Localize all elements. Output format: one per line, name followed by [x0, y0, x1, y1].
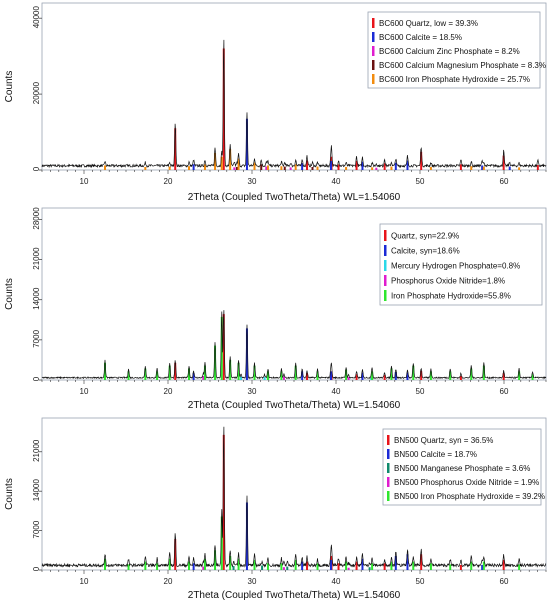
legend-label: Iron Phosphate Hydroxide=55.8%: [391, 292, 511, 301]
legend: Quartz, syn=22.9% Calcite, syn=18.6% Mercu…: [379, 223, 543, 306]
y-tick-label: 0: [32, 166, 41, 171]
x-tick-label: 60: [500, 177, 509, 186]
y-tick-label: 0: [32, 566, 41, 571]
series-1: [192, 118, 511, 170]
y-tick-label: 14000: [32, 479, 41, 502]
x-tick-label: 40: [332, 387, 341, 396]
series-2: [232, 565, 371, 570]
legend-swatch: [384, 260, 387, 271]
legend-swatch: [387, 477, 390, 487]
legend-swatch: [387, 449, 390, 459]
legend-swatch: [384, 290, 387, 301]
legend-label: BC600 Calcite = 18.5%: [379, 33, 462, 42]
y-axis-title: Counts: [4, 278, 15, 310]
legend-box: [379, 223, 543, 306]
legend-label: BN500 Manganese Phosphate = 3.6%: [394, 464, 530, 473]
legend-swatch: [387, 491, 390, 501]
legend-label: BC600 Calcium Magnesium Phosphate = 8.3%: [379, 61, 546, 70]
x-tick-label: 50: [416, 577, 425, 586]
series-4: [104, 516, 521, 570]
series-3: [235, 164, 314, 170]
series-3: [202, 375, 350, 380]
y-axis-title: Counts: [4, 71, 15, 103]
legend: BN500 Quartz, syn = 36.5% BN500 Calcite =…: [382, 428, 545, 506]
diffraction-trace: [41, 310, 547, 380]
x-axis-title: 2Theta (Coupled TwoTheta/Theta) WL=1.540…: [188, 400, 401, 411]
x-tick-label: 50: [416, 177, 425, 186]
legend-label: Quartz, syn=22.9%: [391, 232, 459, 241]
x-tick-label: 50: [416, 387, 425, 396]
legend-label: BN500 Calcite = 18.7%: [394, 450, 477, 459]
series-3: [202, 566, 350, 570]
legend-label: Phosphorus Oxide Nitride=1.8%: [391, 277, 505, 286]
series-4: [104, 316, 534, 380]
y-tick-label: 40000: [32, 6, 41, 29]
x-tick-label: 10: [80, 177, 89, 186]
series-2: [233, 166, 378, 170]
y-tick-label: 7000: [32, 520, 41, 538]
legend-swatch: [372, 32, 375, 42]
legend-box: [382, 428, 542, 506]
x-tick-label: 60: [500, 577, 509, 586]
legend-label: Calcite, syn=18.6%: [391, 247, 460, 256]
series-4: [104, 149, 521, 170]
series-1: [192, 502, 484, 570]
legend-swatch: [384, 230, 387, 241]
x-tick-label: 20: [164, 577, 173, 586]
x-tick-label: 20: [164, 387, 173, 396]
legend-swatch: [372, 74, 375, 84]
y-tick-label: 21000: [32, 247, 41, 270]
panel-top: 0 20000 40000 10 20 30 40 50 60 2Theta (Coupled T…: [4, 2, 547, 203]
y-tick-label: 7000: [32, 329, 41, 347]
legend-swatch: [372, 60, 375, 70]
legend-label: BN500 Iron Phosphate Hydroxide = 39.2%: [394, 492, 545, 501]
legend-label: BC600 Calcium Zinc Phosphate = 8.2%: [379, 47, 520, 56]
x-tick-label: 40: [332, 577, 341, 586]
x-tick-label: 30: [248, 387, 257, 396]
x-tick-label: 10: [80, 577, 89, 586]
x-tick-label: 20: [164, 177, 173, 186]
legend-swatch: [384, 245, 387, 256]
x-tick-label: 30: [248, 177, 257, 186]
legend-box: [367, 11, 541, 89]
diffraction-trace: [41, 39, 547, 169]
y-tick-label: 0: [32, 376, 41, 381]
x-tick-label: 40: [332, 177, 341, 186]
panel-bottom: 0 7000 14000 21000 10 20 30 40 50 60 2Theta (Coupl…: [4, 417, 547, 601]
x-tick-label: 10: [80, 387, 89, 396]
x-axis-title: 2Theta (Coupled TwoTheta/Theta) WL=1.540…: [188, 192, 401, 203]
legend-swatch: [372, 18, 375, 28]
legend-label: BC600 Iron Phosphate Hydroxide = 25.7%: [379, 75, 530, 84]
diffraction-trace: [41, 426, 547, 569]
x-axis-title: 2Theta (Coupled TwoTheta/Theta) WL=1.540…: [188, 590, 401, 601]
panel-middle: 0 7000 14000 21000 28000 10 20 30 40 50 60 2Theta (…: [4, 207, 547, 411]
legend-label: BC600 Quartz, low = 39.3%: [379, 19, 478, 28]
series-1: [192, 328, 409, 380]
legend-label: BN500 Phosphorus Oxide Nitride = 1.9%: [394, 478, 539, 487]
legend-swatch: [387, 435, 390, 445]
legend-label: BN500 Quartz, syn = 36.5%: [394, 436, 493, 445]
series-0: [174, 434, 505, 570]
y-tick-label: 20000: [32, 81, 41, 104]
y-axis-title: Counts: [4, 478, 15, 510]
x-tick-label: 60: [500, 387, 509, 396]
legend: BC600 Quartz, low = 39.3% BC600 Calcite =…: [367, 11, 546, 89]
y-tick-label: 21000: [32, 439, 41, 462]
legend-swatch: [372, 46, 375, 56]
y-tick-label: 28000: [32, 207, 41, 230]
legend-swatch: [384, 275, 387, 286]
y-tick-label: 14000: [32, 287, 41, 310]
legend-label: Mercury Hydrogen Phosphate=0.8%: [391, 262, 520, 271]
x-tick-label: 30: [248, 577, 257, 586]
legend-swatch: [387, 463, 390, 473]
series-0: [174, 48, 539, 170]
